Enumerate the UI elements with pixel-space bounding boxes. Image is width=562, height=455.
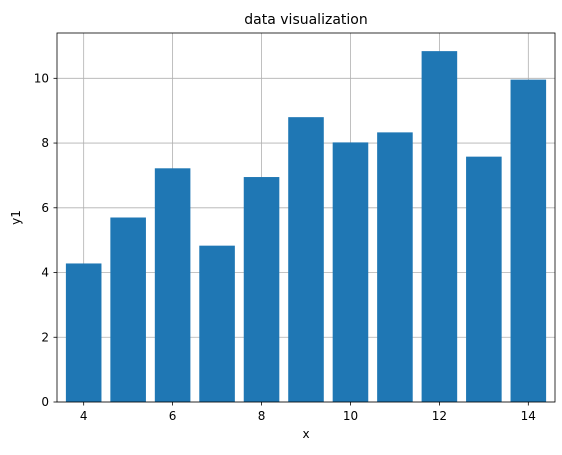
x-tick-label: 10: [343, 409, 358, 423]
x-tick-label: 12: [432, 409, 447, 423]
bar: [110, 217, 146, 402]
y-tick-label: 4: [41, 266, 49, 280]
bar: [466, 156, 502, 402]
chart-title: data visualization: [244, 12, 367, 28]
axis-ticks: 4 6 8 10 12 14 0 2 4 6 8 10: [34, 71, 536, 423]
bar: [377, 132, 413, 403]
bar: [65, 263, 102, 402]
bar: [332, 142, 369, 402]
x-tick-label: 14: [521, 409, 536, 423]
bar: [288, 117, 324, 402]
bar: [510, 79, 547, 402]
bar: [243, 177, 280, 402]
y-tick-label: 2: [41, 330, 49, 344]
y-tick-label: 6: [41, 201, 49, 215]
plot-frame: [56, 32, 556, 403]
bar: [421, 51, 458, 403]
x-tick-label: 6: [169, 409, 177, 423]
x-tick-label: 8: [258, 409, 266, 423]
y-tick-label: 0: [41, 395, 49, 409]
bars: [65, 51, 547, 403]
y-axis-label: y1: [9, 210, 23, 225]
bar: [154, 168, 191, 402]
x-tick-label: 4: [80, 409, 88, 423]
y-tick-label: 10: [34, 71, 49, 85]
x-axis-label: x: [302, 427, 309, 441]
bar: [199, 245, 235, 402]
y-tick-label: 8: [41, 136, 49, 150]
